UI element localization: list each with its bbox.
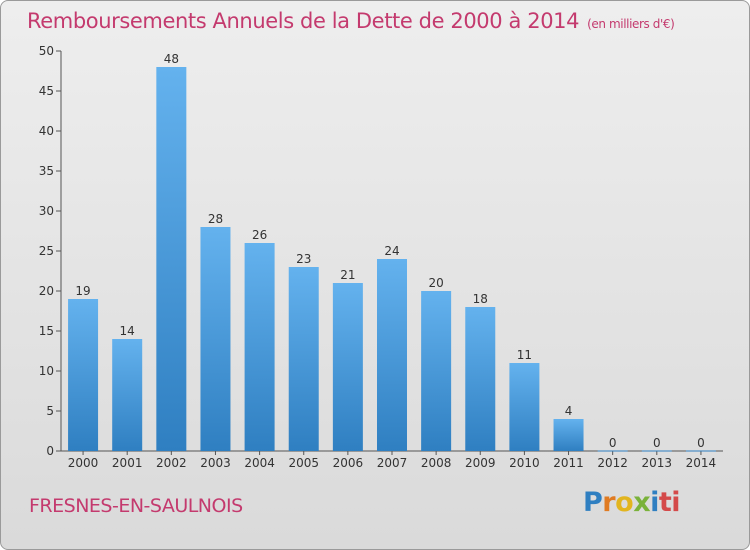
data-label: 24 [384,244,399,258]
x-tick-label: 2005 [288,456,319,470]
bar [68,299,99,451]
y-tick-label: 35 [39,164,54,178]
y-tick-label: 20 [39,284,54,298]
x-tick-label: 2003 [200,456,231,470]
bar [553,419,584,451]
y-tick-label: 0 [46,444,54,458]
y-tick-label: 10 [39,364,54,378]
data-label: 26 [252,228,267,242]
chart-title-text: Remboursements Annuels de la Dette de 20… [27,9,580,33]
data-label: 18 [473,292,488,306]
data-label: 0 [653,436,661,450]
x-tick-label: 2009 [465,456,496,470]
proxiti-logo: Proxiti [583,487,681,518]
commune-name: FRESNES-EN-SAULNOIS [29,495,243,517]
bar [244,243,275,451]
x-tick-label: 2000 [68,456,99,470]
x-tick-label: 2012 [597,456,628,470]
x-tick-label: 2010 [509,456,540,470]
y-axis: 0 5 10 15 20 25 30 35 40 45 50 [39,44,62,458]
chart-title: Remboursements Annuels de la Dette de 20… [27,9,675,33]
x-axis: 2000 2001 2002 2003 2004 2005 2006 2007 2008 2009… [61,450,723,470]
y-tick-label: 15 [39,324,54,338]
x-tick-label: 2013 [642,456,673,470]
data-label: 14 [120,324,135,338]
x-tick-label: 2007 [377,456,408,470]
bar [156,67,187,451]
logo-letter: r [602,487,616,518]
x-tick-label: 2006 [333,456,364,470]
y-tick-label: 25 [39,244,54,258]
data-label: 4 [565,404,573,418]
bar [332,283,363,451]
data-label: 11 [517,348,532,362]
bar [377,259,407,451]
data-label: 0 [697,436,705,450]
x-tick-label: 2004 [244,456,275,470]
logo-letter: o [615,487,634,518]
bar [465,307,496,451]
x-tick-label: 2008 [421,456,452,470]
bar [421,291,452,451]
data-label: 19 [75,284,90,298]
y-tick-label: 40 [39,124,54,138]
bar [112,339,143,451]
data-label: 20 [428,276,443,290]
y-tick-label: 30 [39,204,54,218]
data-label: 23 [296,252,311,266]
data-label: 21 [340,268,355,282]
x-tick-label: 2014 [686,456,717,470]
bar [200,227,231,451]
data-label: 28 [208,212,223,226]
bars: 19 14 48 28 26 23 21 24 20 18 11 4 0 0 0 [68,52,716,452]
bar [509,363,540,451]
logo-letter: ti [658,487,681,518]
bar [288,267,319,451]
x-tick-label: 2002 [156,456,187,470]
logo-letter: x [633,487,651,518]
y-tick-label: 50 [39,44,54,58]
chart-unit: (en milliers d'€) [587,17,675,31]
logo-letter: i [650,487,659,518]
y-tick-label: 45 [39,84,54,98]
y-tick-label: 5 [46,404,54,418]
x-tick-label: 2001 [112,456,143,470]
logo-letter: P [583,487,603,518]
data-label: 48 [164,52,179,66]
data-label: 0 [609,436,617,450]
x-tick-label: 2011 [553,456,584,470]
